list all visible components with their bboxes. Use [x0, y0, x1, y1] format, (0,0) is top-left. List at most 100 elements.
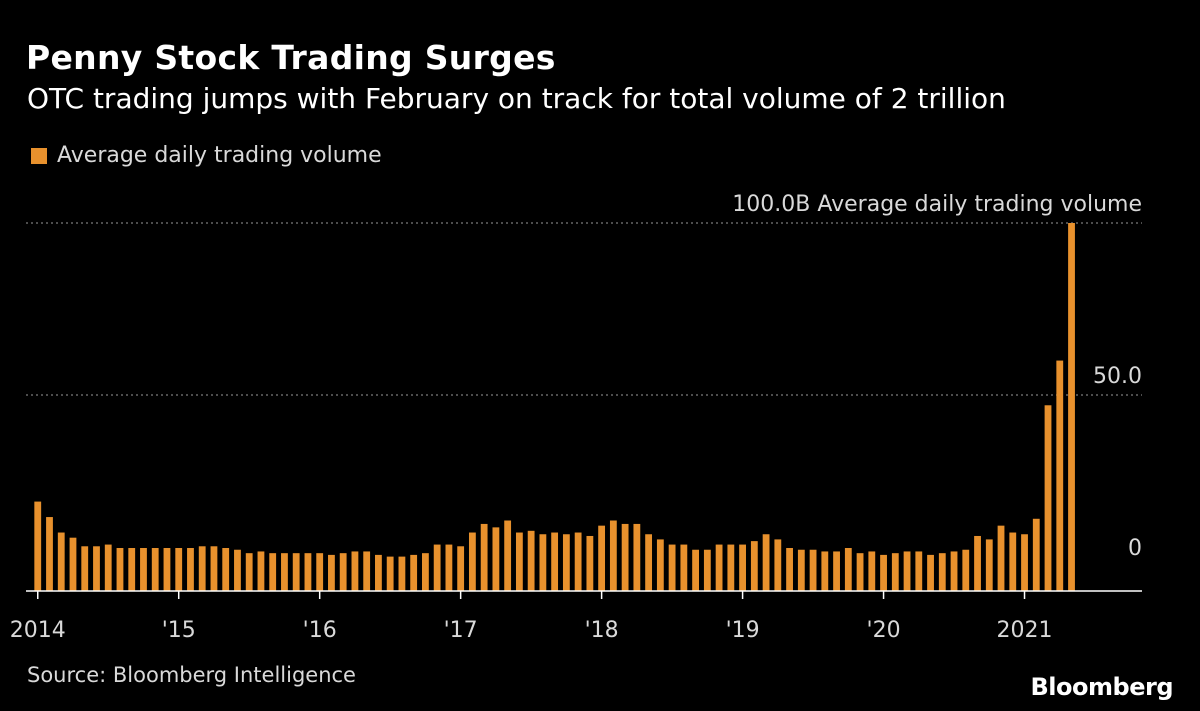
bar	[645, 534, 653, 591]
bar	[621, 523, 629, 591]
bar	[727, 544, 735, 591]
x-tick-label: '17	[444, 618, 478, 643]
bar	[140, 548, 147, 591]
x-tick-label: '20	[867, 618, 901, 643]
bar	[527, 530, 535, 591]
bar	[480, 523, 488, 591]
bar	[586, 535, 594, 591]
bar	[927, 554, 934, 591]
bar	[81, 546, 89, 591]
bar	[422, 553, 429, 591]
bar	[234, 549, 241, 591]
bar	[551, 532, 559, 591]
bar	[269, 553, 277, 591]
x-tick-label: '18	[585, 618, 619, 643]
x-tick-label: 2021	[997, 618, 1053, 643]
bloomberg-logo: Bloomberg	[1030, 673, 1174, 701]
bar	[950, 551, 958, 591]
bar	[856, 553, 864, 591]
bar	[762, 534, 770, 591]
bar	[151, 548, 159, 591]
bar	[797, 549, 805, 591]
chart-subtitle: OTC trading jumps with February on track…	[27, 82, 1006, 115]
bar	[210, 546, 218, 591]
bar	[938, 553, 946, 591]
bar	[562, 534, 570, 591]
bar	[680, 544, 688, 591]
bar	[739, 544, 746, 591]
chart-title: Penny Stock Trading Surges	[26, 38, 556, 77]
bar	[574, 532, 582, 591]
bar	[1009, 532, 1017, 591]
bar	[116, 548, 124, 591]
bar	[492, 527, 500, 591]
bar	[786, 548, 793, 591]
bar	[774, 539, 782, 591]
bar	[104, 544, 112, 591]
bar	[974, 535, 981, 591]
bar	[985, 539, 993, 591]
bar	[363, 551, 371, 591]
bar	[703, 549, 711, 591]
y-tick-label: 0	[1128, 536, 1142, 561]
bar	[915, 551, 923, 591]
bar	[539, 534, 547, 591]
bar	[903, 551, 911, 591]
bar	[891, 553, 899, 591]
bar	[468, 532, 476, 591]
bar	[292, 553, 300, 591]
bar	[1032, 518, 1040, 591]
bar	[198, 546, 206, 591]
x-tick-label: '15	[162, 618, 196, 643]
bar	[809, 549, 817, 591]
bar	[668, 544, 676, 591]
bar	[997, 525, 1005, 591]
bar	[833, 551, 840, 591]
bar	[351, 551, 359, 591]
bar	[1068, 223, 1075, 591]
bar	[257, 551, 265, 591]
bar	[515, 532, 523, 591]
bar	[398, 556, 406, 591]
bar	[504, 520, 512, 591]
bar	[750, 541, 758, 591]
bar	[656, 539, 664, 591]
bar	[1044, 405, 1052, 591]
y-tick-label: 100.0B Average daily trading volume	[732, 192, 1142, 217]
bar	[175, 548, 183, 591]
bar	[609, 520, 617, 591]
bar	[880, 554, 887, 591]
bar	[1021, 534, 1028, 591]
bar	[386, 556, 394, 591]
bar	[316, 553, 324, 591]
y-tick-label: 50.0	[1093, 364, 1142, 389]
bar	[375, 554, 382, 591]
bar	[304, 553, 312, 591]
bar	[457, 546, 465, 591]
bar	[633, 523, 641, 591]
bar	[339, 553, 347, 591]
bar	[128, 548, 136, 591]
bar	[187, 548, 194, 591]
bar	[281, 553, 288, 591]
x-tick-label: 2014	[10, 618, 66, 643]
legend-swatch	[31, 147, 47, 164]
bar	[93, 546, 100, 591]
bar	[1056, 360, 1064, 591]
bar	[868, 551, 876, 591]
bar	[821, 551, 829, 591]
bar	[844, 548, 852, 591]
bar	[46, 517, 53, 591]
legend-label: Average daily trading volume	[57, 143, 382, 168]
source-note: Source: Bloomberg Intelligence	[27, 663, 356, 687]
bar	[410, 554, 418, 591]
bar	[598, 525, 606, 591]
bar	[34, 501, 42, 591]
bar	[692, 549, 699, 591]
bar	[57, 532, 65, 591]
bar	[962, 549, 970, 591]
bar	[222, 548, 230, 591]
bar	[245, 553, 253, 591]
bar	[328, 554, 335, 591]
